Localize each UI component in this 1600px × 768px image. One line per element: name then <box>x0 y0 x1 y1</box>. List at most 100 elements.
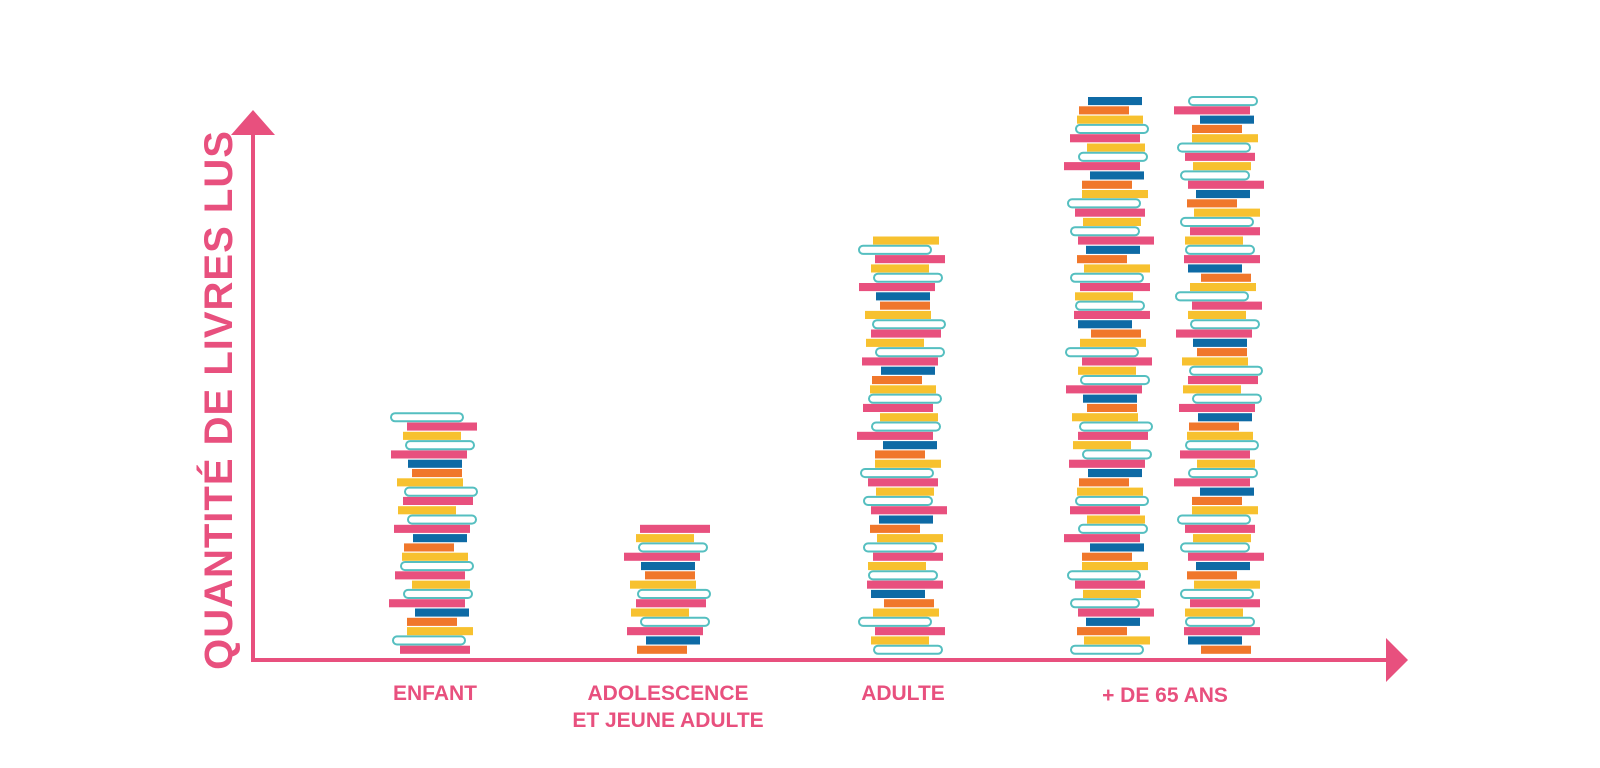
book-c0-0-5 <box>389 599 465 607</box>
book-c2-0-10 <box>873 553 943 561</box>
book-c3-0-40 <box>1071 274 1143 282</box>
book-c3-0-20 <box>1069 460 1145 468</box>
book-c3-0-28 <box>1066 385 1142 393</box>
book-c2-0-26 <box>863 404 933 412</box>
book-c3-0-44 <box>1078 237 1154 245</box>
y-axis-label: QUANTITÉ DE LIVRES LUS <box>196 130 241 670</box>
book-c0-0-12 <box>413 534 467 542</box>
book-c2-0-27 <box>869 395 941 403</box>
book-c3-0-54 <box>1087 144 1145 152</box>
book-c1-0-12 <box>636 534 694 542</box>
book-c3-0-21 <box>1083 450 1151 458</box>
book-c1-0-13 <box>640 525 710 533</box>
book-c2-0-7 <box>867 581 943 589</box>
book-c1-0-2 <box>627 627 703 635</box>
book-c3-1-3 <box>1186 618 1254 626</box>
book-c3-0-2 <box>1077 627 1127 635</box>
book-c3-0-59 <box>1088 97 1142 105</box>
book-c3-1-50 <box>1188 181 1264 189</box>
book-c2-0-32 <box>876 348 944 356</box>
book-c2-0-34 <box>871 330 941 338</box>
book-c3-1-45 <box>1190 227 1260 235</box>
book-c3-1-42 <box>1184 255 1260 263</box>
book-c3-1-10 <box>1188 553 1264 561</box>
book-c0-0-20 <box>408 460 462 468</box>
book-c1-0-8 <box>645 571 695 579</box>
book-c3-0-35 <box>1078 320 1132 328</box>
book-c3-1-11 <box>1181 543 1249 551</box>
book-c3-0-3 <box>1086 618 1140 626</box>
book-c3-1-51 <box>1181 171 1249 179</box>
book-c0-0-15 <box>398 506 456 514</box>
book-c3-0-38 <box>1075 292 1133 300</box>
book-c2-0-2 <box>875 627 945 635</box>
book-c3-1-5 <box>1190 599 1260 607</box>
book-c0-0-10 <box>402 553 468 561</box>
book-c3-1-47 <box>1194 209 1260 217</box>
x-tick-label-3-0: + DE 65 ANS <box>1102 684 1228 707</box>
book-c3-1-56 <box>1192 125 1242 133</box>
book-c3-0-30 <box>1078 367 1136 375</box>
book-c3-0-58 <box>1079 106 1129 114</box>
book-c2-0-11 <box>864 543 936 551</box>
book-c2-0-30 <box>881 367 935 375</box>
book-c0-0-19 <box>412 469 462 477</box>
x-tick-label-2-0: ADULTE <box>861 682 945 705</box>
book-c3-0-32 <box>1066 348 1138 356</box>
x-tick-label-0-0: ENFANT <box>393 682 477 705</box>
book-c2-0-21 <box>875 450 925 458</box>
book-c0-0-18 <box>397 478 463 486</box>
book-c2-0-16 <box>864 497 932 505</box>
book-c1-0-9 <box>641 562 695 570</box>
book-c3-1-39 <box>1190 283 1256 291</box>
book-c0-0-8 <box>395 571 465 579</box>
book-c1-0-1 <box>646 636 700 644</box>
book-c3-1-0 <box>1201 646 1251 654</box>
book-c2-0-1 <box>871 636 929 644</box>
book-c0-0-3 <box>407 618 457 626</box>
book-c3-0-31 <box>1082 357 1152 365</box>
book-c3-1-52 <box>1193 162 1251 170</box>
book-c2-0-14 <box>879 516 933 524</box>
book-c0-0-25 <box>391 413 463 421</box>
book-c1-0-0 <box>637 646 687 654</box>
book-c2-0-20 <box>875 460 941 468</box>
book-c3-1-16 <box>1192 497 1242 505</box>
book-c3-0-15 <box>1070 506 1140 514</box>
book-c3-1-8 <box>1187 571 1237 579</box>
book-c3-0-23 <box>1078 432 1148 440</box>
book-c3-1-32 <box>1197 348 1247 356</box>
book-c0-0-9 <box>401 562 473 570</box>
book-c3-0-11 <box>1090 543 1144 551</box>
book-c3-1-29 <box>1188 376 1258 384</box>
x-axis-labels: ENFANT ADOLESCENCEET JEUNE ADULTEADULTE + … <box>393 682 1228 732</box>
book-c3-1-31 <box>1182 357 1248 365</box>
book-c3-0-13 <box>1079 525 1147 533</box>
book-c2-0-40 <box>874 274 942 282</box>
book-c3-1-58 <box>1174 106 1250 114</box>
book-c3-1-57 <box>1200 116 1254 124</box>
bar-3 <box>1064 97 1264 654</box>
book-c3-0-41 <box>1084 264 1150 272</box>
x-tick-label-1-0: ADOLESCENCE <box>587 682 748 705</box>
book-c3-0-25 <box>1072 413 1138 421</box>
book-c3-0-0 <box>1071 646 1143 654</box>
book-c3-1-17 <box>1200 488 1254 496</box>
book-c0-0-24 <box>407 423 477 431</box>
book-c3-0-19 <box>1088 469 1142 477</box>
book-c3-1-35 <box>1191 320 1259 328</box>
book-c3-0-43 <box>1086 246 1140 254</box>
book-c3-1-18 <box>1174 478 1250 486</box>
book-c3-1-36 <box>1188 311 1246 319</box>
book-c3-0-24 <box>1080 423 1152 431</box>
book-c3-0-45 <box>1071 227 1139 235</box>
book-c1-0-11 <box>639 543 707 551</box>
book-c0-0-13 <box>394 525 470 533</box>
book-c2-0-44 <box>873 237 939 245</box>
book-c3-1-14 <box>1178 516 1250 524</box>
book-c2-0-24 <box>872 423 940 431</box>
book-c3-1-12 <box>1193 534 1251 542</box>
book-c2-0-5 <box>884 599 934 607</box>
book-c2-0-36 <box>865 311 931 319</box>
bar-2 <box>857 237 947 654</box>
